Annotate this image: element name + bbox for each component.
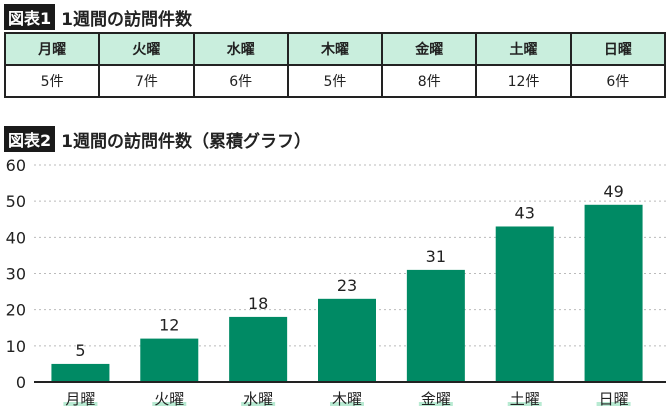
x-tick-label: 月曜 <box>65 390 95 408</box>
table-header-cell: 金曜 <box>381 32 478 66</box>
bar <box>229 316 288 382</box>
table-value-cell: 5件 <box>3 64 101 98</box>
table-header-cell: 木曜 <box>286 32 384 66</box>
table-value-cell: 8件 <box>381 64 478 98</box>
bar <box>318 298 376 382</box>
table-value-cell: 7件 <box>98 64 195 98</box>
y-tick-label: 30 <box>6 265 26 284</box>
chart-tag: 図表2 <box>4 126 56 152</box>
y-tick-label: 0 <box>16 373 26 392</box>
table-value-cell: 12件 <box>475 64 572 98</box>
table-header-cell: 土曜 <box>475 32 572 66</box>
data-label: 18 <box>248 294 268 313</box>
x-tick-label: 金曜 <box>421 390 451 408</box>
bar <box>140 338 199 382</box>
x-tick-label: 水曜 <box>243 390 273 408</box>
label-underline <box>330 402 364 406</box>
bar <box>406 269 465 382</box>
chart-title-text: 1週間の訪問件数（累積グラフ） <box>61 131 311 152</box>
label-underline <box>418 402 453 406</box>
data-label: 49 <box>603 182 623 201</box>
table-header-cell: 火曜 <box>98 32 195 66</box>
x-tick-label: 日曜 <box>599 390 629 408</box>
visits-table: 月曜 火曜 水曜 木曜 金曜 土曜 日曜 5件 7件 6件 5件 8件 12件 6件 <box>3 32 667 98</box>
x-tick-label: 火曜 <box>154 390 184 408</box>
label-underline <box>63 402 98 406</box>
data-label: 43 <box>515 203 535 222</box>
x-tick-label: 土曜 <box>510 390 540 408</box>
table-title-text: 1週間の訪問件数 <box>61 9 192 30</box>
table-value-cell: 5件 <box>286 64 384 98</box>
label-underline <box>507 402 542 406</box>
x-tick-label: 木曜 <box>332 390 362 408</box>
y-tick-label: 50 <box>6 192 26 211</box>
bar <box>51 363 110 382</box>
label-underline <box>241 402 276 406</box>
data-label: 12 <box>159 316 179 335</box>
label-underline <box>596 402 631 406</box>
bar <box>584 204 643 382</box>
y-tick-label: 40 <box>6 228 26 247</box>
data-label: 23 <box>337 276 357 295</box>
table-value-cell: 6件 <box>192 64 289 98</box>
table-header-cell: 水曜 <box>192 32 289 66</box>
table-tag: 図表1 <box>4 4 56 30</box>
y-tick-label: 60 <box>6 156 26 175</box>
bar-chart: 0 10 20 30 40 50 60 5 月曜 12 火曜 18 水曜 23 木曜 31 金曜 43 土曜 49 日曜 <box>6 156 666 408</box>
bar <box>495 226 554 382</box>
table-title: 図表1 1週間の訪問件数 <box>4 4 192 30</box>
data-label: 31 <box>426 247 446 266</box>
data-label: 5 <box>75 341 85 360</box>
y-tick-label: 20 <box>6 301 26 320</box>
table-header-cell: 月曜 <box>3 32 101 66</box>
table-value-cell: 6件 <box>569 64 667 98</box>
table-header-cell: 日曜 <box>569 32 667 66</box>
label-underline <box>152 402 187 406</box>
chart-title: 図表2 1週間の訪問件数（累積グラフ） <box>4 126 311 152</box>
y-tick-label: 10 <box>6 337 26 356</box>
